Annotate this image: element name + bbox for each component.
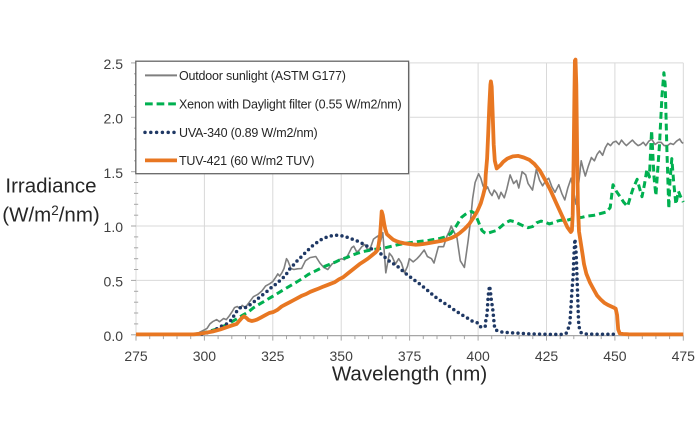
svg-text:0.0: 0.0: [104, 328, 124, 344]
svg-text:350: 350: [330, 348, 354, 364]
svg-text:Wavelength (nm): Wavelength (nm): [332, 363, 487, 386]
svg-text:Outdoor sunlight (ASTM G177): Outdoor sunlight (ASTM G177): [179, 69, 346, 83]
svg-text:Irradiance: Irradiance: [5, 175, 96, 198]
svg-text:2.0: 2.0: [104, 111, 124, 127]
svg-text:0.5: 0.5: [104, 274, 124, 290]
svg-text:300: 300: [193, 348, 217, 364]
svg-text:275: 275: [124, 348, 148, 364]
svg-text:375: 375: [398, 348, 422, 364]
svg-text:425: 425: [535, 348, 559, 364]
svg-text:Xenon with Daylight filter (0.: Xenon with Daylight filter (0.55 W/m2/nm…: [179, 98, 401, 112]
svg-text:475: 475: [672, 348, 696, 364]
svg-text:325: 325: [261, 348, 285, 364]
svg-text:1.0: 1.0: [104, 219, 124, 235]
svg-text:400: 400: [466, 348, 490, 364]
svg-text:450: 450: [603, 348, 627, 364]
svg-text:2.5: 2.5: [104, 56, 124, 72]
svg-text:UVA-340 (0.89 W/m2/nm): UVA-340 (0.89 W/m2/nm): [179, 126, 318, 140]
svg-text:1.5: 1.5: [104, 165, 124, 181]
svg-text:TUV-421 (60 W/m2 TUV): TUV-421 (60 W/m2 TUV): [179, 154, 314, 168]
svg-text:(W/m2/nm): (W/m2/nm): [2, 203, 99, 227]
